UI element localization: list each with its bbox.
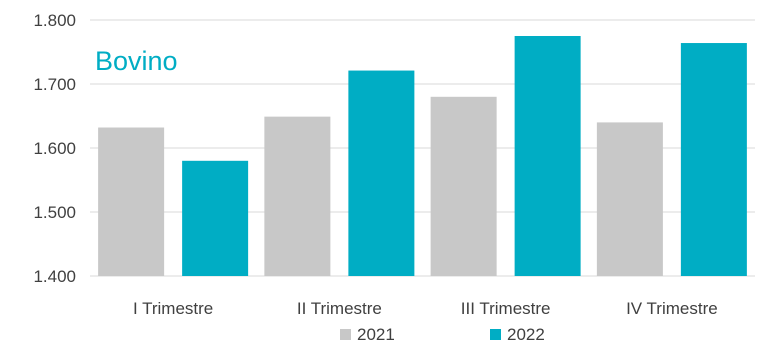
y-tick-label: 1.600 bbox=[33, 139, 76, 158]
legend-label-2021: 2021 bbox=[357, 325, 395, 344]
x-category-label: III Trimestre bbox=[461, 299, 551, 318]
bar-2021-2 bbox=[264, 116, 331, 276]
bars bbox=[98, 36, 747, 277]
legend-label-2022: 2022 bbox=[507, 325, 545, 344]
chart-title: Bovino bbox=[95, 46, 178, 76]
y-tick-label: 1.700 bbox=[33, 75, 76, 94]
y-tick-label: 1.800 bbox=[33, 11, 76, 30]
bar-2022-2 bbox=[348, 70, 415, 276]
bar-2022-4 bbox=[680, 43, 747, 276]
x-axis-categories: I Trimestre II Trimestre III Trimestre IV T… bbox=[133, 299, 718, 318]
bar-2022-3 bbox=[514, 36, 581, 276]
y-axis-ticks: 1.400 1.500 1.600 1.700 1.800 bbox=[33, 11, 76, 286]
bar-2021-3 bbox=[430, 96, 497, 276]
x-category-label: II Trimestre bbox=[297, 299, 382, 318]
bar-2022-1 bbox=[182, 160, 249, 276]
y-tick-label: 1.400 bbox=[33, 267, 76, 286]
legend-swatch-2021 bbox=[340, 329, 351, 340]
legend-swatch-2022 bbox=[490, 329, 501, 340]
y-tick-label: 1.500 bbox=[33, 203, 76, 222]
x-category-label: IV Trimestre bbox=[626, 299, 718, 318]
bar-2021-1 bbox=[98, 127, 165, 277]
bar-2021-4 bbox=[596, 122, 663, 277]
x-category-label: I Trimestre bbox=[133, 299, 213, 318]
legend: 2021 2022 bbox=[340, 325, 545, 344]
